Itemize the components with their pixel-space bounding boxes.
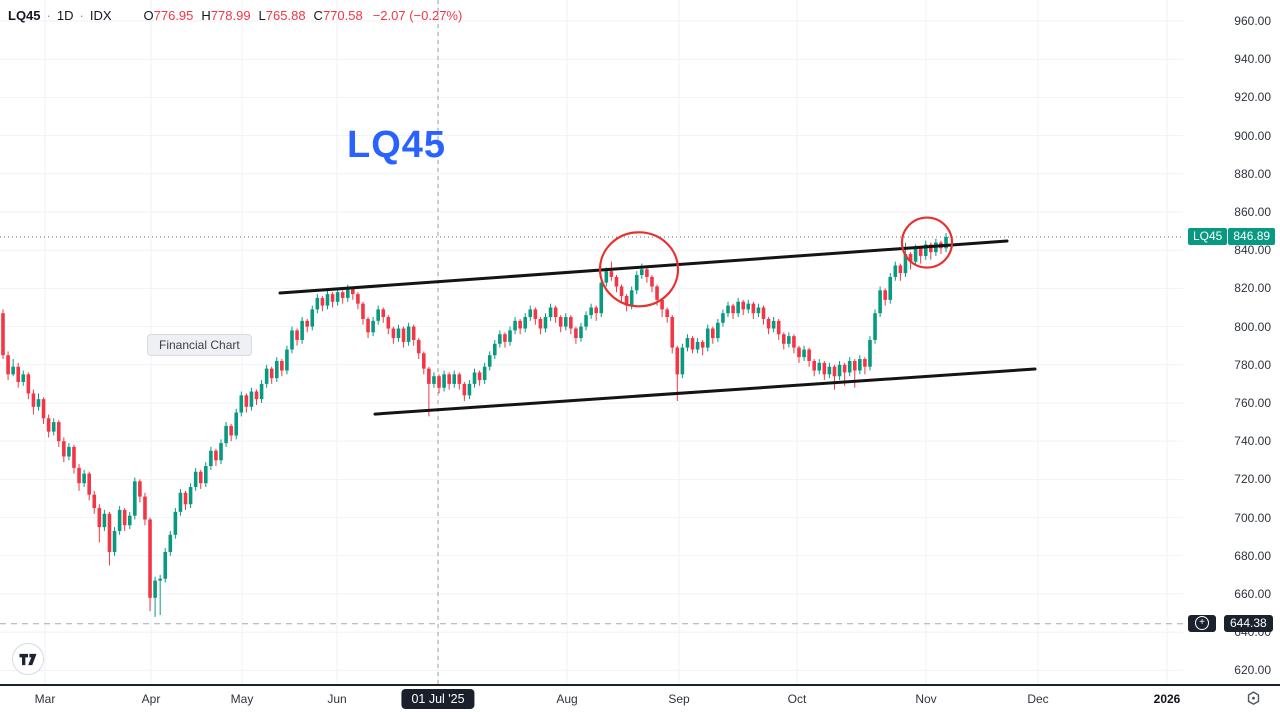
ohlc-readout: O776.95 H778.99 L765.88 C770.58 xyxy=(144,8,371,23)
low-label: L xyxy=(258,8,266,23)
alert-level-label[interactable]: + 644.38 xyxy=(1188,614,1273,632)
low-value: 765.88 xyxy=(265,8,306,23)
close-value: 770.58 xyxy=(322,8,363,23)
alert-level-value: 644.38 xyxy=(1224,614,1273,632)
symbol-watermark: LQ45 xyxy=(347,124,447,166)
price-tick-label: 760.00 xyxy=(1234,395,1271,410)
plus-circle-icon: + xyxy=(1195,616,1209,631)
price-tick-label: 700.00 xyxy=(1234,510,1271,525)
high-value: 778.99 xyxy=(210,8,251,23)
symbol-name[interactable]: LQ45 xyxy=(8,8,41,23)
change-value: −2.07 (−0.27%) xyxy=(372,8,463,23)
time-tick-label: May xyxy=(230,692,254,706)
separator-dot: · xyxy=(46,8,51,23)
time-tick-label: 2026 xyxy=(1153,692,1181,706)
high-label: H xyxy=(201,8,211,23)
current-price-value: 846.89 xyxy=(1228,228,1276,246)
separator-dot: · xyxy=(79,8,84,23)
price-tick-label: 780.00 xyxy=(1234,357,1271,372)
time-tick-label: Dec xyxy=(1027,692,1049,706)
gear-icon xyxy=(1247,690,1259,705)
current-price-label[interactable]: LQ45 846.89 xyxy=(1188,228,1276,246)
price-tick-label: 740.00 xyxy=(1234,434,1271,449)
price-tick-label: 800.00 xyxy=(1234,319,1271,334)
time-tick-label: Mar xyxy=(34,692,56,706)
price-tick-label: 960.00 xyxy=(1234,14,1271,28)
price-tick-label: 940.00 xyxy=(1234,52,1271,67)
grid-lines xyxy=(0,0,1183,684)
price-tick-label: 860.00 xyxy=(1234,204,1271,219)
time-tick-label: Jun xyxy=(327,692,347,706)
time-tick-label: Sep xyxy=(668,692,690,706)
price-tick-label: 720.00 xyxy=(1234,472,1271,487)
drawing-text-label[interactable]: Financial Chart xyxy=(147,334,252,356)
open-value: 776.95 xyxy=(153,8,194,23)
price-tick-label: 900.00 xyxy=(1234,128,1271,143)
open-label: O xyxy=(143,8,154,23)
selected-date-label: 01 Jul '25 xyxy=(401,689,475,709)
time-tick-label: Aug xyxy=(556,692,578,706)
current-price-symbol: LQ45 xyxy=(1188,228,1228,246)
highlight-circle[interactable] xyxy=(900,216,954,269)
price-tick-label: 920.00 xyxy=(1234,90,1271,105)
channel-trendline[interactable] xyxy=(278,239,1009,295)
close-label: C xyxy=(313,8,323,23)
channel-trendline[interactable] xyxy=(373,367,1037,416)
settings-button[interactable] xyxy=(1244,689,1262,707)
candlestick-series[interactable] xyxy=(1,233,948,617)
time-tick-label: Oct xyxy=(787,692,807,706)
price-tick-label: 620.00 xyxy=(1234,663,1271,678)
exchange-label: IDX xyxy=(89,8,112,23)
tradingview-logo[interactable] xyxy=(12,643,44,675)
add-alert-button[interactable]: + xyxy=(1188,614,1216,632)
time-axis[interactable]: 01 Jul '25 Mar Apr May Jun Aug Sep Oct Nov Dec 20… xyxy=(0,684,1280,712)
time-tick-label: Apr xyxy=(141,692,161,706)
price-tick-label: 680.00 xyxy=(1234,548,1271,563)
price-tick-label: 840.00 xyxy=(1234,243,1271,258)
symbol-header[interactable]: LQ45 · 1D · IDX O776.95 H778.99 L765.88 … xyxy=(8,8,462,23)
tradingview-logo-icon xyxy=(19,653,37,665)
price-tick-label: 820.00 xyxy=(1234,281,1271,296)
price-axis[interactable]: LQ45 846.89 + 644.38 960.00 940.00 920.00 9… xyxy=(1183,0,1280,684)
highlight-circle[interactable] xyxy=(598,231,680,308)
interval-label[interactable]: 1D xyxy=(56,8,74,23)
price-tick-label: 880.00 xyxy=(1234,166,1271,181)
price-tick-label: 660.00 xyxy=(1234,586,1271,601)
time-tick-label: Nov xyxy=(915,692,937,706)
